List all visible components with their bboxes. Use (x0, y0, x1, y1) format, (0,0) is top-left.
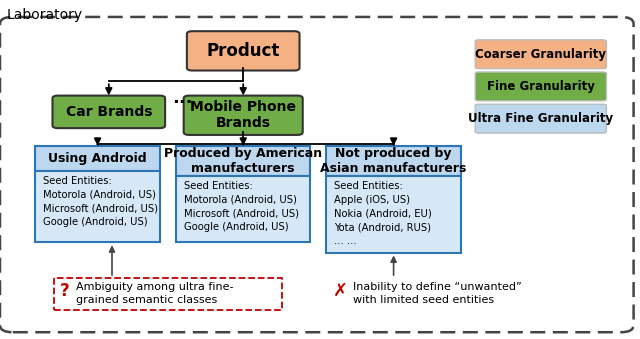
Text: Seed Entities:
Motorola (Android, US)
Microsoft (Android, US)
Google (Android, U: Seed Entities: Motorola (Android, US) Mi… (184, 181, 299, 232)
FancyBboxPatch shape (326, 176, 461, 253)
FancyBboxPatch shape (52, 96, 165, 128)
Text: Inability to define “unwanted”
with limited seed entities: Inability to define “unwanted” with limi… (353, 282, 522, 305)
FancyBboxPatch shape (176, 146, 310, 176)
FancyBboxPatch shape (35, 171, 160, 242)
Text: Ambiguity among ultra fine-
grained semantic classes: Ambiguity among ultra fine- grained sema… (76, 282, 233, 305)
Text: Seed Entities:
Apple (iOS, US)
Nokia (Android, EU)
Yota (Android, RUS)
... ...: Seed Entities: Apple (iOS, US) Nokia (An… (334, 181, 432, 246)
FancyBboxPatch shape (475, 40, 607, 68)
FancyBboxPatch shape (475, 104, 607, 133)
FancyBboxPatch shape (35, 146, 160, 171)
FancyBboxPatch shape (326, 146, 461, 176)
FancyBboxPatch shape (54, 278, 282, 310)
Text: Laboratory: Laboratory (6, 8, 83, 22)
FancyBboxPatch shape (184, 96, 303, 135)
Text: Product: Product (207, 42, 280, 60)
Text: ✗: ✗ (333, 282, 348, 300)
Text: Coarser Granularity: Coarser Granularity (476, 48, 606, 61)
Text: Produced by American
manufacturers: Produced by American manufacturers (164, 147, 323, 175)
FancyBboxPatch shape (0, 17, 634, 332)
Text: Fine Granularity: Fine Granularity (487, 80, 595, 93)
Text: Not produced by
Asian manufacturers: Not produced by Asian manufacturers (321, 147, 467, 175)
Text: Ultra Fine Granularity: Ultra Fine Granularity (468, 112, 613, 125)
Text: ...: ... (172, 89, 193, 107)
Text: Using Android: Using Android (48, 152, 147, 165)
Text: Seed Entities:
Motorola (Android, US)
Microsoft (Android, US)
Google (Android, U: Seed Entities: Motorola (Android, US) Mi… (43, 176, 158, 227)
FancyBboxPatch shape (475, 72, 607, 101)
FancyBboxPatch shape (187, 31, 300, 71)
Text: Mobile Phone
Brands: Mobile Phone Brands (190, 100, 296, 131)
FancyBboxPatch shape (176, 176, 310, 242)
Text: Car Brands: Car Brands (65, 105, 152, 119)
Text: ?: ? (60, 282, 69, 300)
